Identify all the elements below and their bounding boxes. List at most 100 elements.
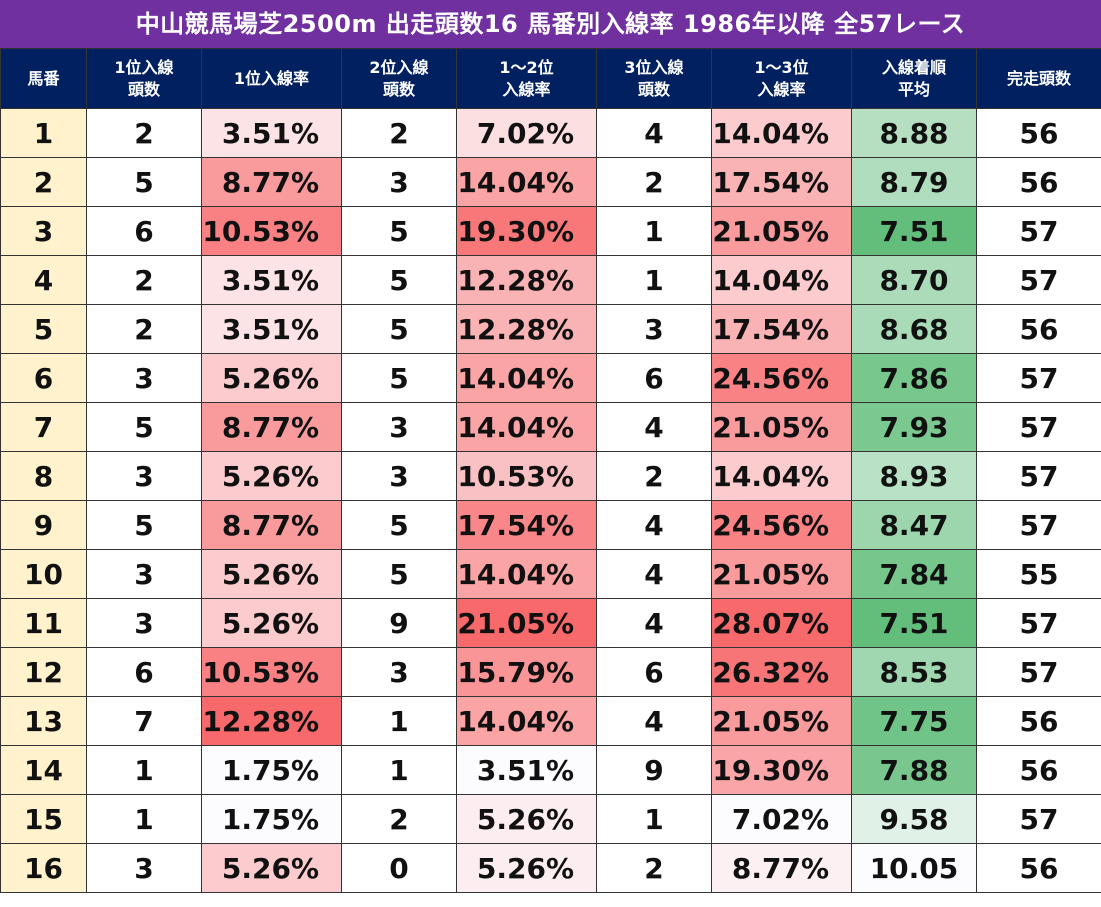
- second-count-cell: 9: [341, 598, 457, 648]
- top3-rate-cell: 21.05%: [711, 206, 852, 256]
- table-title: 中山競馬場芝2500m 出走頭数16 馬番別入線率 1986年以降 全57レース: [0, 0, 1101, 48]
- avg-finish-cell: 8.68: [851, 304, 977, 354]
- win-count-cell: 2: [86, 255, 202, 305]
- horse-number-cell: 12: [0, 647, 87, 697]
- win-rate-cell: 5.26%: [201, 549, 342, 599]
- avg-finish-cell: 7.51: [851, 598, 977, 648]
- finishers-cell: 55: [976, 549, 1101, 599]
- table-row: 16 3 5.26% 0 5.26% 2 8.77% 10.05 56: [0, 843, 1101, 893]
- third-count-cell: 2: [596, 843, 712, 893]
- win-rate-cell: 1.75%: [201, 794, 342, 844]
- header-label: 1位入線率: [233, 68, 310, 88]
- top3-rate-cell: 24.56%: [711, 353, 852, 403]
- top3-rate-cell: 17.54%: [711, 157, 852, 207]
- win-count-cell: 1: [86, 794, 202, 844]
- top2-rate-header: 1～2位 入線率: [456, 48, 597, 109]
- finishers-cell: 57: [976, 794, 1101, 844]
- third-count-cell: 6: [596, 353, 712, 403]
- top3-rate-cell: 8.77%: [711, 843, 852, 893]
- horse-number-cell: 14: [0, 745, 87, 795]
- header-label: 3位入線: [624, 57, 684, 77]
- table-row: 9 5 8.77% 5 17.54% 4 24.56% 8.47 57: [0, 500, 1101, 550]
- table-row: 3 6 10.53% 5 19.30% 1 21.05% 7.51 57: [0, 206, 1101, 256]
- table-body: 1 2 3.51% 2 7.02% 4 14.04% 8.88 56 2 5 8.77% 3 14.04%…: [0, 108, 1101, 893]
- win-count-cell: 2: [86, 108, 202, 158]
- second-count-cell: 2: [341, 108, 457, 158]
- win-count-cell: 3: [86, 598, 202, 648]
- top2-rate-cell: 5.26%: [456, 843, 597, 893]
- top2-rate-cell: 14.04%: [456, 549, 597, 599]
- top2-rate-cell: 17.54%: [456, 500, 597, 550]
- win-count-cell: 6: [86, 206, 202, 256]
- top2-rate-cell: 19.30%: [456, 206, 597, 256]
- table-row: 10 3 5.26% 5 14.04% 4 21.05% 7.84 55: [0, 549, 1101, 599]
- top2-rate-cell: 7.02%: [456, 108, 597, 158]
- table-row: 1 2 3.51% 2 7.02% 4 14.04% 8.88 56: [0, 108, 1101, 158]
- third-count-cell: 4: [596, 500, 712, 550]
- win-count-cell: 5: [86, 500, 202, 550]
- top3-rate-cell: 24.56%: [711, 500, 852, 550]
- header-label: 平均: [897, 79, 930, 99]
- third-count-header: 3位入線 頭数: [596, 48, 712, 109]
- finishers-cell: 56: [976, 696, 1101, 746]
- avg-finish-cell: 7.86: [851, 353, 977, 403]
- win-rate-cell: 3.51%: [201, 108, 342, 158]
- second-count-cell: 3: [341, 402, 457, 452]
- second-count-cell: 5: [341, 549, 457, 599]
- finishers-cell: 56: [976, 745, 1101, 795]
- header-label: 1位入線: [114, 57, 174, 77]
- header-label: 頭数: [637, 79, 670, 99]
- finishers-cell: 56: [976, 304, 1101, 354]
- header-label: 完走頭数: [1006, 68, 1071, 88]
- top3-rate-cell: 26.32%: [711, 647, 852, 697]
- avg-finish-cell: 8.88: [851, 108, 977, 158]
- second-count-cell: 5: [341, 353, 457, 403]
- finishers-cell: 57: [976, 402, 1101, 452]
- horse-number-cell: 4: [0, 255, 87, 305]
- finishers-cell: 57: [976, 255, 1101, 305]
- horse-number-cell: 1: [0, 108, 87, 158]
- second-count-cell: 3: [341, 157, 457, 207]
- top3-rate-cell: 21.05%: [711, 402, 852, 452]
- win-count-cell: 3: [86, 451, 202, 501]
- avg-finish-cell: 10.05: [851, 843, 977, 893]
- win-rate-cell: 12.28%: [201, 696, 342, 746]
- top2-rate-cell: 14.04%: [456, 353, 597, 403]
- table-row: 2 5 8.77% 3 14.04% 2 17.54% 8.79 56: [0, 157, 1101, 207]
- finishers-cell: 57: [976, 500, 1101, 550]
- avg-finish-cell: 8.70: [851, 255, 977, 305]
- header-label: 1～3位: [754, 57, 809, 77]
- second-count-cell: 1: [341, 745, 457, 795]
- win-rate-cell: 8.77%: [201, 402, 342, 452]
- horse-number-header: 馬番: [0, 48, 87, 109]
- win-count-cell: 2: [86, 304, 202, 354]
- avg-finish-cell: 7.93: [851, 402, 977, 452]
- second-count-cell: 5: [341, 255, 457, 305]
- top2-rate-cell: 14.04%: [456, 696, 597, 746]
- second-count-cell: 2: [341, 794, 457, 844]
- third-count-cell: 4: [596, 108, 712, 158]
- avg-finish-cell: 7.84: [851, 549, 977, 599]
- header-label: 1～2位: [499, 57, 554, 77]
- win-rate-cell: 3.51%: [201, 255, 342, 305]
- avg-finish-cell: 7.88: [851, 745, 977, 795]
- horse-number-cell: 9: [0, 500, 87, 550]
- third-count-cell: 2: [596, 157, 712, 207]
- header-label: 頭数: [382, 79, 415, 99]
- header-label: 2位入線: [369, 57, 429, 77]
- results-table: 馬番 1位入線 頭数 1位入線率 2位入線 頭数 1～2位 入線率 3位入線 頭数 1～3位 入線率入…: [0, 48, 1101, 893]
- table-row: 14 1 1.75% 1 3.51% 9 19.30% 7.88 56: [0, 745, 1101, 795]
- horse-number-cell: 7: [0, 402, 87, 452]
- third-count-cell: 4: [596, 549, 712, 599]
- finishers-cell: 57: [976, 598, 1101, 648]
- win-rate-cell: 1.75%: [201, 745, 342, 795]
- win-rate-cell: 5.26%: [201, 598, 342, 648]
- win-count-header: 1位入線 頭数: [86, 48, 202, 109]
- win-rate-header: 1位入線率: [201, 48, 342, 109]
- avg-finish-cell: 8.53: [851, 647, 977, 697]
- avg-finish-cell: 9.58: [851, 794, 977, 844]
- avg-finish-cell: 7.51: [851, 206, 977, 256]
- avg-finish-cell: 8.47: [851, 500, 977, 550]
- horse-number-cell: 13: [0, 696, 87, 746]
- table-row: 11 3 5.26% 9 21.05% 4 28.07% 7.51 57: [0, 598, 1101, 648]
